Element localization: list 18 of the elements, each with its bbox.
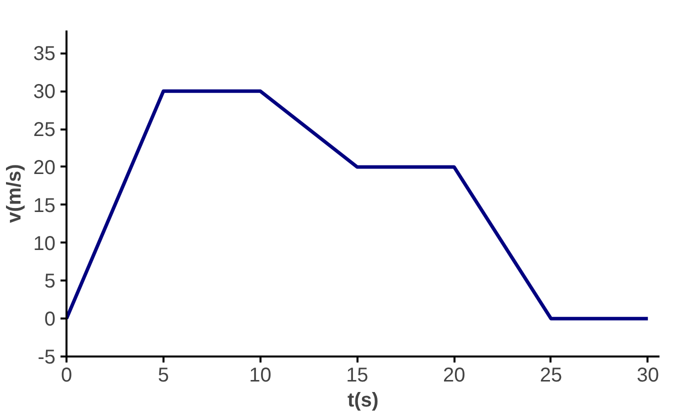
x-tick-label: 20: [442, 364, 466, 386]
y-tick-label: 20: [33, 156, 56, 179]
y-tick-label: 25: [33, 119, 56, 142]
y-tick-label: 5: [44, 270, 56, 293]
y-tick-label: 30: [33, 81, 56, 104]
x-axis-title: t(s): [347, 390, 379, 412]
y-tick-label: 0: [44, 308, 56, 331]
y-axis-title: v(m/s): [3, 164, 26, 223]
x-tick-label: 10: [249, 364, 272, 386]
x-tick-label: 25: [540, 364, 562, 386]
x-tick-label: 15: [346, 364, 368, 386]
x-tick-label: 5: [158, 364, 169, 386]
x-tick-label: 0: [60, 364, 72, 386]
y-tick-label: -5: [38, 346, 56, 368]
x-tick-label: 30: [636, 364, 659, 386]
y-tick-label: 10: [33, 232, 56, 255]
y-tick-label: 15: [33, 194, 56, 217]
y-tick-label: 35: [33, 43, 56, 66]
